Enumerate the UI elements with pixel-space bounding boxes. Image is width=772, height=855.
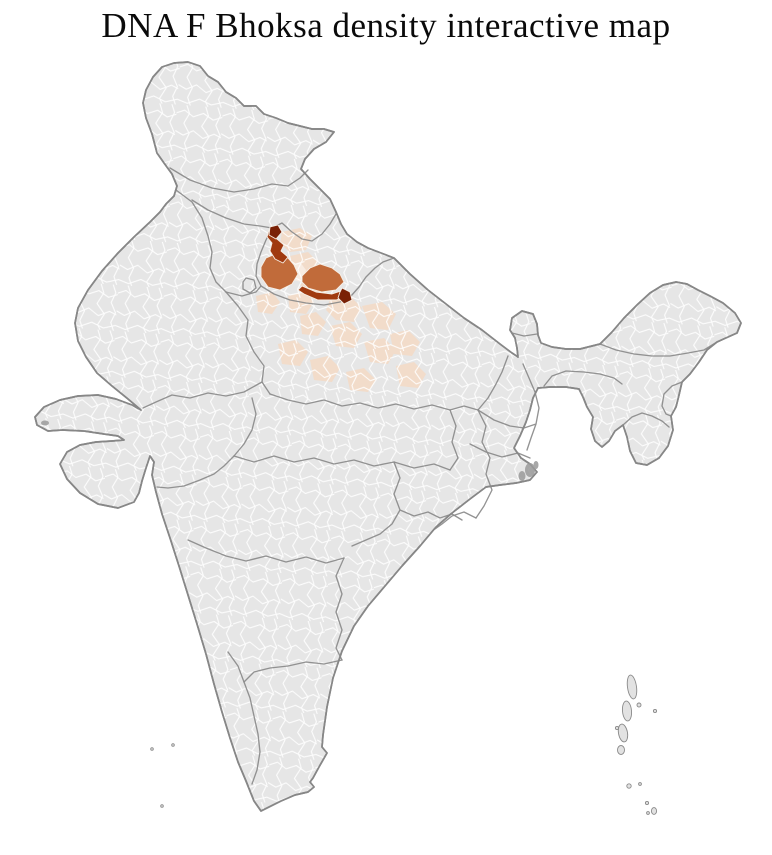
map-title: DNA F Bhoksa density interactive map	[101, 6, 671, 45]
andaman-nicobar-islands[interactable]	[614, 674, 658, 815]
high-density-cluster[interactable]	[260, 224, 353, 305]
delta-shade	[41, 420, 539, 481]
state-borders	[142, 167, 718, 785]
district-medium-density-east[interactable]	[301, 263, 345, 293]
district-highest-density-north-nub[interactable]	[268, 224, 283, 240]
district-highest-density-east-nub[interactable]	[337, 287, 353, 305]
lakshadweep-islands[interactable]	[150, 743, 175, 808]
